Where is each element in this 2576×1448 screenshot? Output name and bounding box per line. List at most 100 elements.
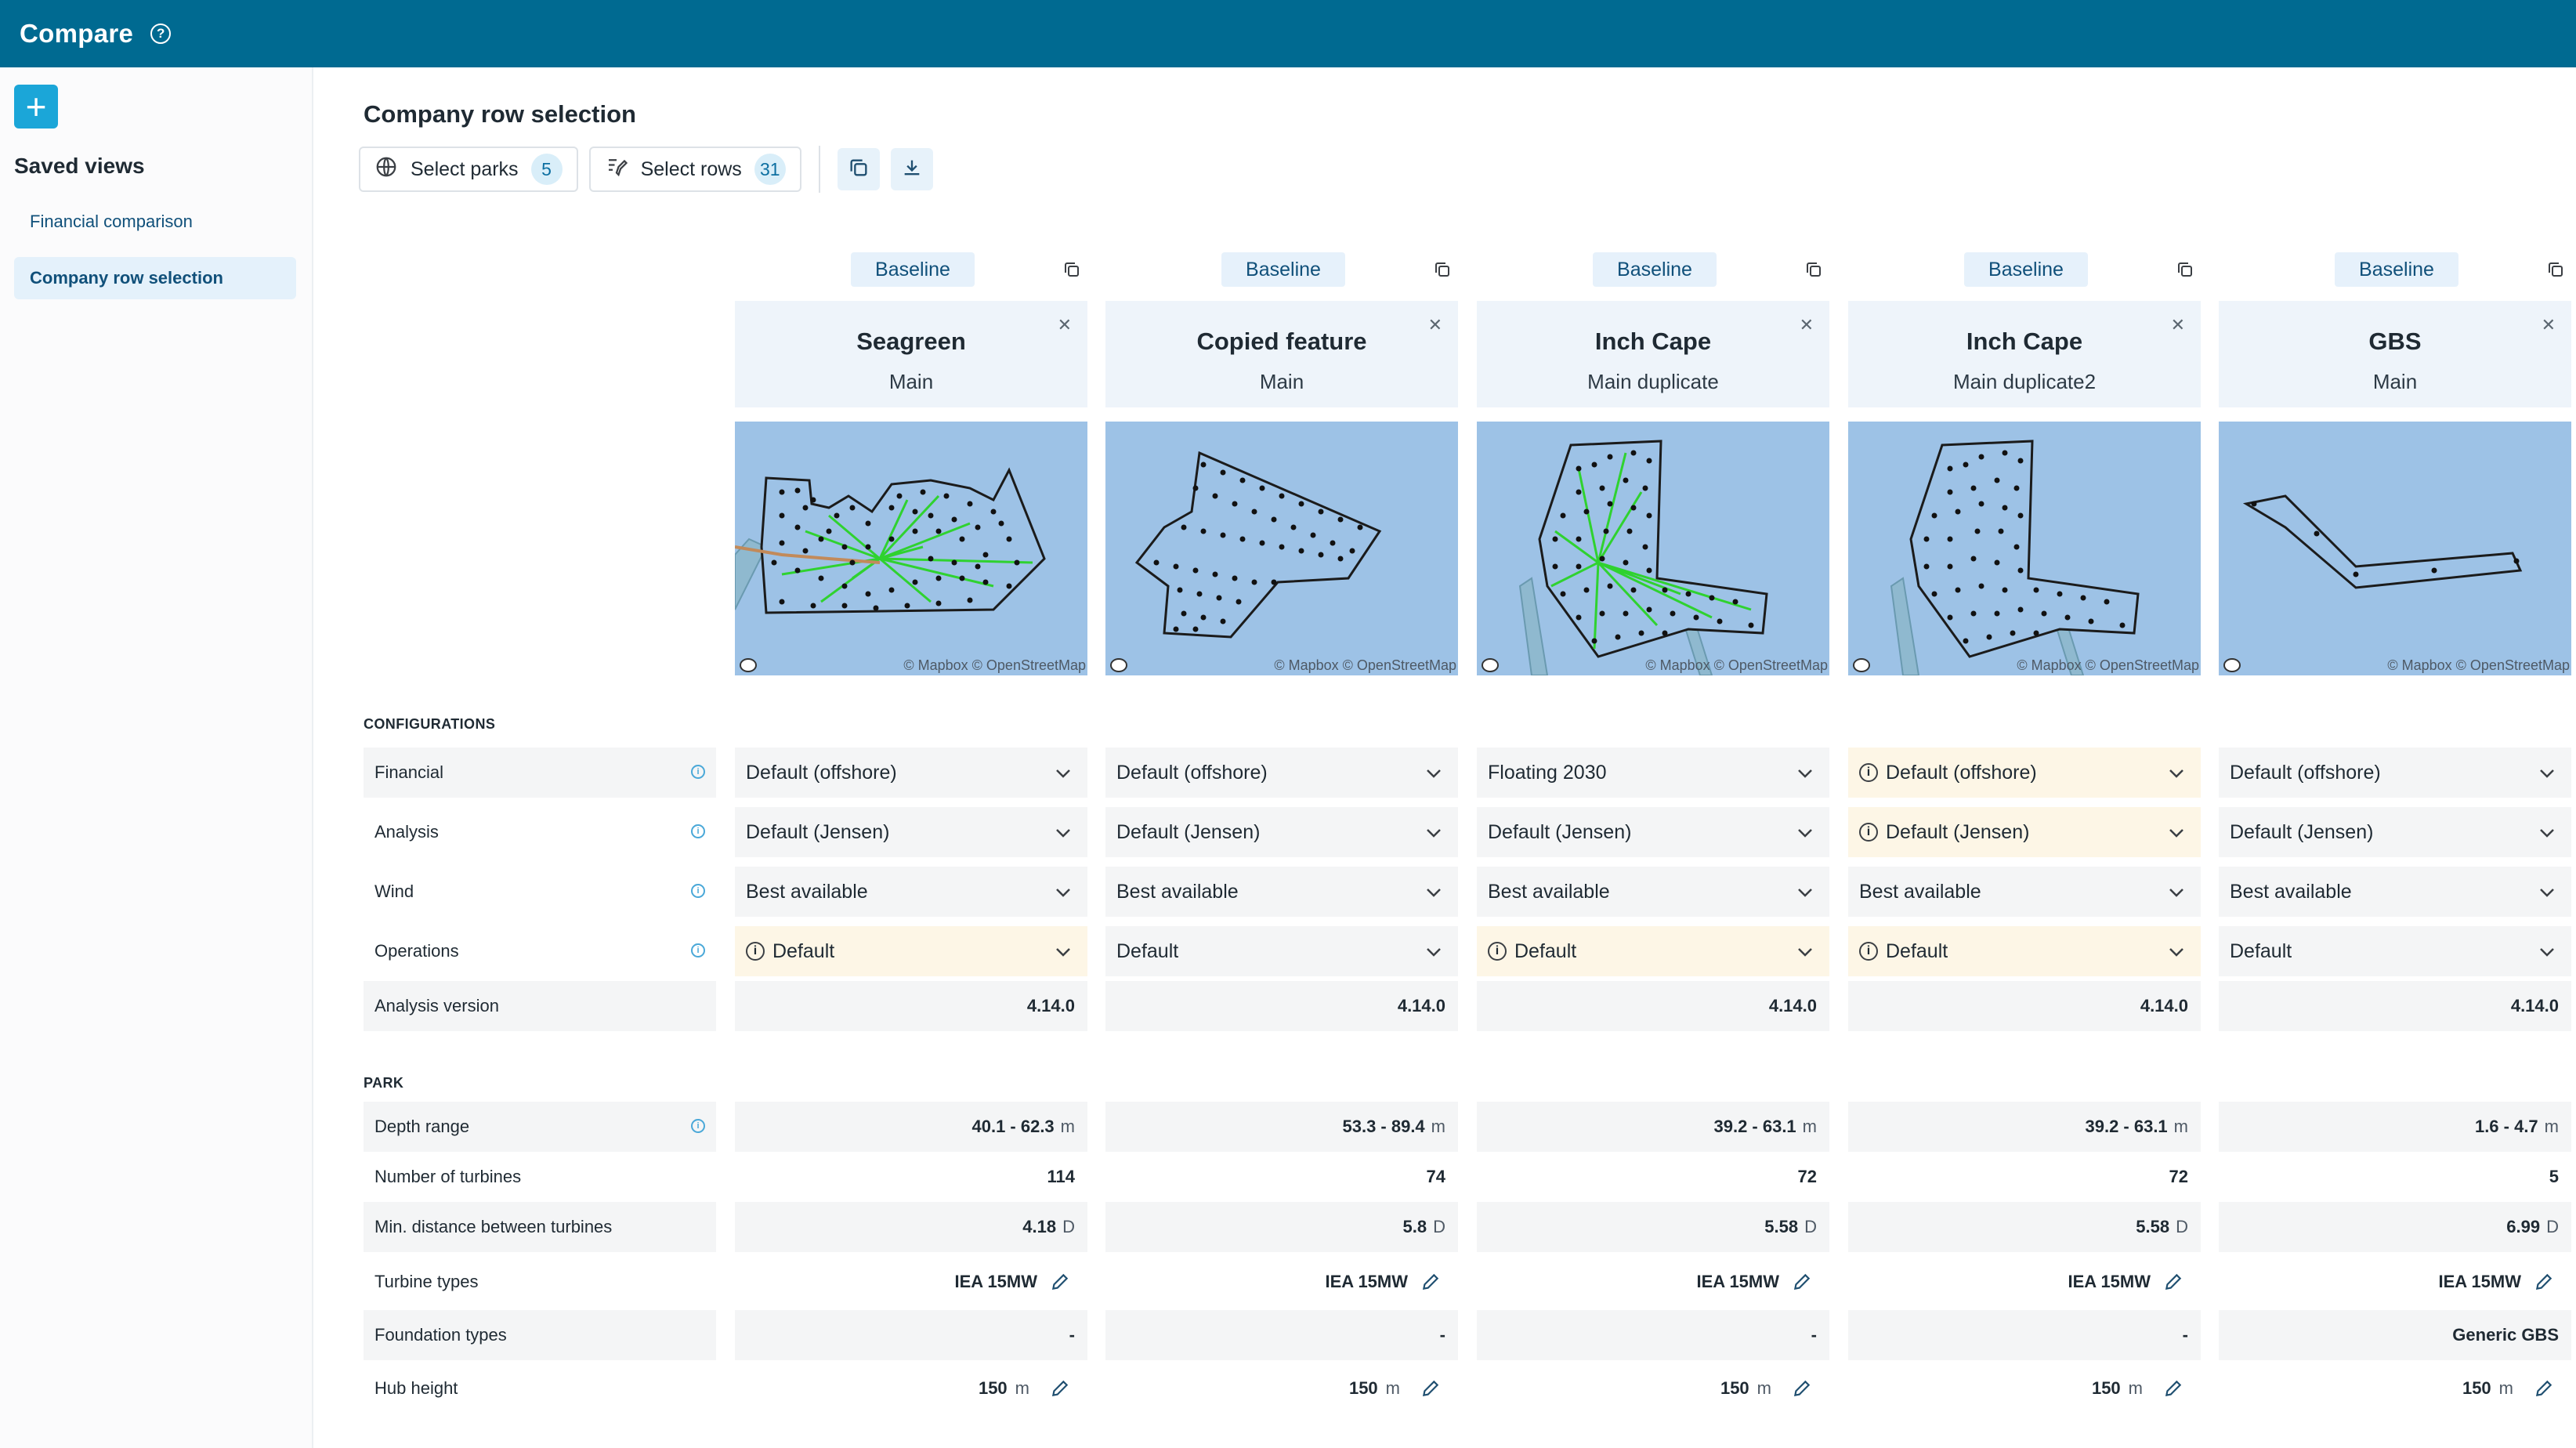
row-label-number-of-turbines: Number of turbines [374,1167,522,1186]
analysis-select[interactable]: Default (Jensen) [2219,807,2571,857]
pencil-icon[interactable] [2158,1267,2188,1297]
add-view-button[interactable]: + [14,85,58,129]
duplicate-icon[interactable] [2176,260,2194,279]
help-icon[interactable]: ? [150,24,172,44]
operations-select[interactable]: Default [2219,926,2571,976]
info-icon[interactable]: i [691,765,705,779]
row-label-min-distance: Min. distance between turbines [364,1202,716,1252]
park-map[interactable]: © Mapbox © OpenStreetMap [735,422,1087,675]
select-parks-button[interactable]: Select parks 5 [359,147,578,192]
copy-button[interactable] [837,148,880,190]
park-column: Baseline Copied feature Main ✕ © Mapbox … [1105,67,1458,1448]
map-attribution: © Mapbox © OpenStreetMap [2017,657,2199,673]
financial-select[interactable]: Default (offshore) [2219,748,2571,798]
download-button[interactable] [890,148,933,190]
park-column: Baseline Seagreen Main ✕ © Mapbox © Open… [735,67,1087,1448]
min-distance-value: 5.8 D [1105,1202,1458,1252]
wind-select[interactable]: Best available [1848,867,2201,917]
financial-select[interactable]: Floating 2030 [1477,748,1829,798]
depth-range-value: 53.3 - 89.4 m [1105,1102,1458,1152]
pencil-icon[interactable] [2158,1374,2188,1403]
analysis-version-value: 4.14.0 [1105,981,1458,1031]
rows-count-badge: 31 [754,154,786,185]
duplicate-icon[interactable] [2546,260,2565,279]
park-map[interactable]: © Mapbox © OpenStreetMap [1477,422,1829,675]
analysis-select[interactable]: Default (Jensen) [735,807,1087,857]
operations-select[interactable]: Default [1105,926,1458,976]
chevron-down-icon [2538,940,2556,963]
saved-view-company-row-selection[interactable]: Company row selection [14,257,296,299]
hub-height-value: 150 m [2219,1363,2571,1414]
hub-height-value: 150 m [735,1363,1087,1414]
chevron-down-icon [1425,881,1442,903]
financial-select[interactable]: Default (offshore) [735,748,1087,798]
duplicate-icon[interactable] [1433,260,1452,279]
pencil-icon[interactable] [1045,1267,1075,1297]
select-rows-label: Select rows [640,157,742,180]
map-attribution: © Mapbox © OpenStreetMap [2387,657,2570,673]
close-icon[interactable]: ✕ [1427,315,1442,335]
financial-select[interactable]: Default (offshore) [1105,748,1458,798]
duplicate-icon[interactable] [1804,260,1823,279]
operations-select[interactable]: i Default [1848,926,2201,976]
park-map[interactable]: © Mapbox © OpenStreetMap [2219,422,2571,675]
pencil-icon[interactable] [1787,1374,1817,1403]
operations-select[interactable]: i Default [1477,926,1829,976]
analysis-version-value: 4.14.0 [1848,981,2201,1031]
toolbar-divider [818,146,820,193]
pencil-icon[interactable] [1416,1374,1445,1403]
select-rows-button[interactable]: Select rows 31 [588,147,801,192]
map-attribution: © Mapbox © OpenStreetMap [1274,657,1456,673]
close-icon[interactable]: ✕ [1799,315,1814,335]
foundation-types-value: - [735,1310,1087,1360]
pencil-icon[interactable] [1045,1374,1075,1403]
wind-select[interactable]: Best available [2219,867,2571,917]
warning-info-icon: i [1859,942,1878,961]
close-icon[interactable]: ✕ [2170,315,2185,335]
park-branch: Main duplicate2 [1952,370,2097,393]
close-icon[interactable]: ✕ [2541,315,2556,335]
row-label-financial: Financial i [364,748,716,798]
info-icon[interactable]: i [691,943,705,957]
pencil-icon[interactable] [1416,1267,1445,1297]
depth-range-value: 1.6 - 4.7 m [2219,1102,2571,1152]
info-icon[interactable]: i [691,824,705,838]
pencil-icon[interactable] [1787,1267,1817,1297]
badge-row: Baseline [1105,252,1458,287]
badge-row: Baseline [2219,252,2571,287]
saved-view-financial-comparison[interactable]: Financial comparison [30,212,193,231]
info-icon[interactable]: i [691,1119,705,1133]
baseline-badge[interactable]: Baseline [1221,252,1345,287]
park-name: Inch Cape [1594,328,1712,355]
wind-select[interactable]: Best available [735,867,1087,917]
map-attribution: © Mapbox © OpenStreetMap [1645,657,1828,673]
foundation-types-value: - [1848,1310,2201,1360]
park-map[interactable]: © Mapbox © OpenStreetMap [1848,422,2201,675]
top-bar: Compare ? [0,0,2576,67]
pencil-icon[interactable] [2529,1374,2559,1403]
baseline-badge[interactable]: Baseline [1593,252,1717,287]
close-icon[interactable]: ✕ [1057,315,1072,335]
info-icon[interactable]: i [691,884,705,898]
analysis-select[interactable]: Default (Jensen) [1477,807,1829,857]
park-card: Inch Cape Main duplicate2 ✕ [1848,301,2201,407]
park-branch: Main [1259,370,1304,393]
wind-select[interactable]: Best available [1105,867,1458,917]
baseline-badge[interactable]: Baseline [851,252,975,287]
park-branch: Main [888,370,934,393]
analysis-version-value: 4.14.0 [735,981,1087,1031]
pencil-icon[interactable] [2529,1267,2559,1297]
park-name: Seagreen [856,328,966,355]
park-map[interactable]: © Mapbox © OpenStreetMap [1105,422,1458,675]
operations-select[interactable]: i Default [735,926,1087,976]
wind-select[interactable]: Best available [1477,867,1829,917]
analysis-select[interactable]: i Default (Jensen) [1848,807,2201,857]
warning-info-icon: i [1859,763,1878,782]
duplicate-icon[interactable] [1062,260,1081,279]
financial-select[interactable]: i Default (offshore) [1848,748,2201,798]
baseline-badge[interactable]: Baseline [1964,252,2088,287]
map-attribution: © Mapbox © OpenStreetMap [903,657,1086,673]
baseline-badge[interactable]: Baseline [2335,252,2458,287]
foundation-types-value: - [1105,1310,1458,1360]
analysis-select[interactable]: Default (Jensen) [1105,807,1458,857]
